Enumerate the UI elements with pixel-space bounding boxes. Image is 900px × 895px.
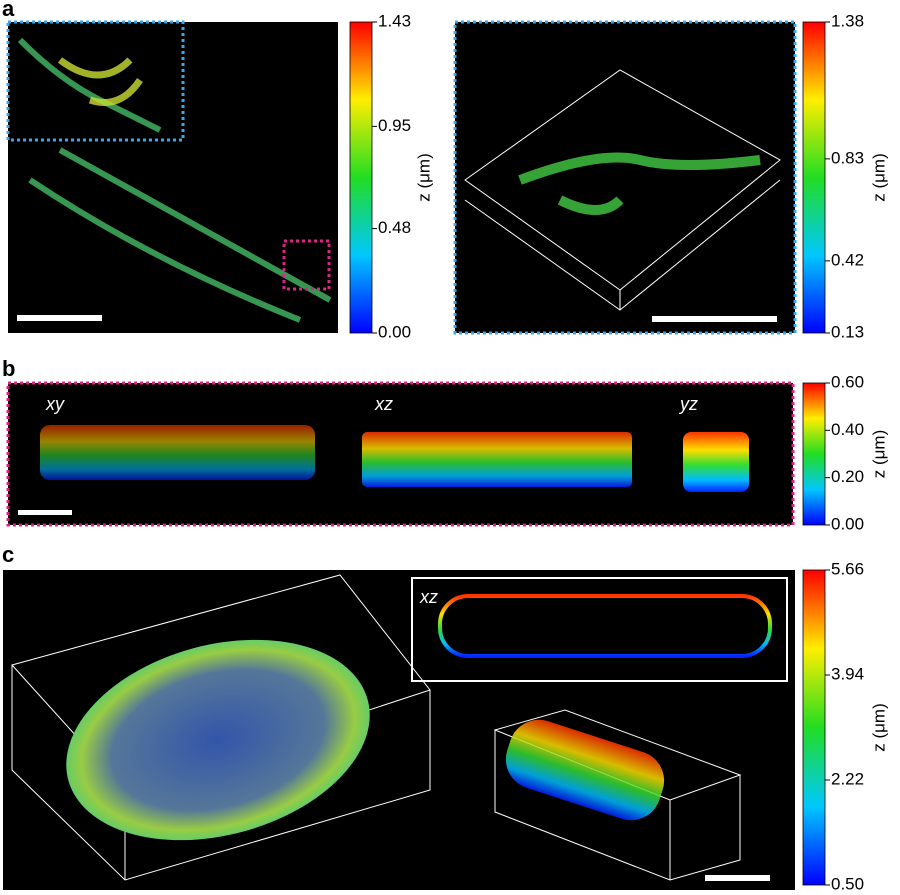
image-label: xz bbox=[419, 587, 438, 607]
tick-label: 0.42 bbox=[831, 250, 864, 269]
roi-box bbox=[282, 239, 331, 291]
tick-label: 0.50 bbox=[831, 874, 864, 893]
tick-label: 0.13 bbox=[831, 322, 864, 341]
tick-label: 2.22 bbox=[831, 769, 864, 788]
colorbar bbox=[349, 21, 373, 334]
image-label: yz bbox=[678, 394, 698, 414]
scale-bar bbox=[17, 315, 102, 321]
tick-label: 0.95 bbox=[378, 116, 411, 135]
colorbar bbox=[802, 21, 826, 334]
scale-bar bbox=[18, 510, 72, 515]
panel-label: c bbox=[2, 542, 14, 567]
cell bbox=[66, 639, 370, 841]
projection bbox=[40, 425, 315, 480]
tick-label: 1.43 bbox=[378, 11, 411, 30]
axis-label: z (μm) bbox=[869, 153, 888, 202]
image bbox=[8, 22, 338, 333]
axis-label: z (μm) bbox=[869, 703, 888, 752]
roi-box bbox=[6, 20, 185, 142]
image-label: xy bbox=[45, 394, 65, 414]
tick-label: 0.83 bbox=[831, 148, 864, 167]
scale-bar bbox=[705, 875, 770, 881]
tick-label: 0.48 bbox=[378, 218, 411, 237]
projection bbox=[362, 432, 632, 487]
bounding-box bbox=[464, 69, 781, 311]
tick-label: 0.00 bbox=[831, 514, 864, 533]
colorbar bbox=[802, 569, 826, 886]
colorbar bbox=[802, 382, 826, 526]
panel-label: b bbox=[2, 356, 15, 381]
tick-label: 0.60 bbox=[831, 372, 864, 391]
axis-label: z (μm) bbox=[869, 430, 888, 479]
image bbox=[453, 20, 797, 335]
image-label: xz bbox=[374, 394, 393, 414]
cell bbox=[505, 719, 665, 821]
structure bbox=[57, 57, 143, 106]
panel-label: a bbox=[2, 0, 15, 21]
structure bbox=[518, 152, 761, 215]
cell-outline bbox=[438, 594, 772, 658]
tick-label: 0.00 bbox=[378, 322, 411, 341]
projection bbox=[683, 432, 749, 492]
tick-label: 0.20 bbox=[831, 467, 864, 486]
axis-label: z (μm) bbox=[414, 153, 433, 202]
scale-bar bbox=[652, 316, 777, 322]
tick-label: 1.38 bbox=[831, 11, 864, 30]
tick-label: 3.94 bbox=[831, 664, 864, 683]
tick-label: 0.40 bbox=[831, 420, 864, 439]
inset-box bbox=[411, 577, 788, 682]
tick-label: 5.66 bbox=[831, 559, 864, 578]
